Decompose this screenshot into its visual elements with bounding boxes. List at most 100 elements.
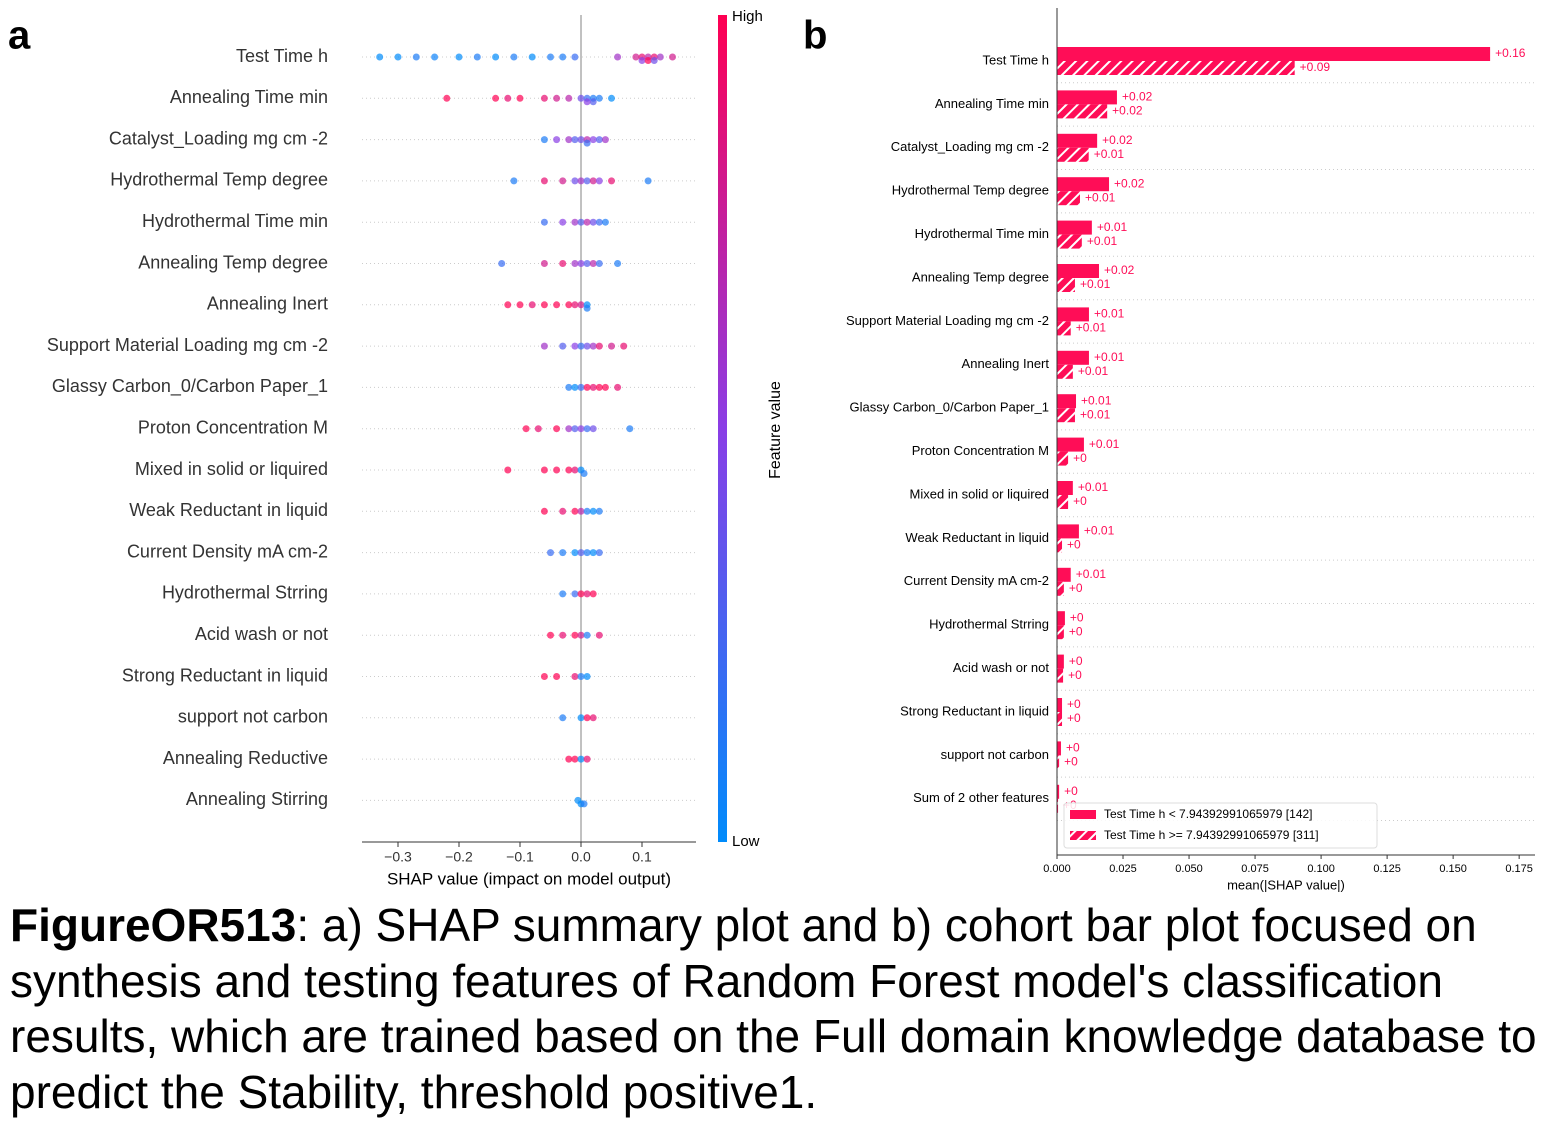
shap-point xyxy=(620,342,628,350)
shap-point xyxy=(540,260,548,267)
shap-point xyxy=(577,714,585,722)
shap-point xyxy=(571,673,579,680)
x-tick-label: 0.0 xyxy=(571,849,591,865)
shap-point xyxy=(650,57,658,64)
value-label: +0.01 xyxy=(1094,147,1125,161)
category-label: Hydrothermal Strring xyxy=(929,617,1049,632)
shap-point xyxy=(595,549,603,557)
shap-point xyxy=(583,590,591,598)
value-label: +0.01 xyxy=(1097,220,1128,234)
shap-point xyxy=(559,590,567,598)
value-label: +0 xyxy=(1064,784,1078,798)
shap-point xyxy=(565,301,573,309)
shap-point xyxy=(595,383,603,391)
bar xyxy=(1057,451,1069,466)
shap-point xyxy=(595,94,603,102)
shap-point xyxy=(589,136,597,144)
shap-point xyxy=(583,714,591,722)
shap-point xyxy=(540,177,548,185)
feature-label: support not carbon xyxy=(178,707,328,727)
shap-point xyxy=(577,755,585,763)
shap-point xyxy=(455,53,463,61)
value-label: +0.02 xyxy=(1104,263,1135,277)
x-tick-label: 0.150 xyxy=(1439,863,1467,875)
shap-point xyxy=(595,507,603,515)
shap-point xyxy=(443,94,451,102)
bar xyxy=(1057,654,1064,669)
feature-label: Strong Reductant in liquid xyxy=(122,665,328,685)
x-tick-label: 0.100 xyxy=(1307,863,1335,875)
shap-point xyxy=(583,755,591,763)
shap-point xyxy=(553,301,561,309)
shap-point xyxy=(583,507,591,515)
value-label: +0.01 xyxy=(1080,407,1111,421)
bar xyxy=(1057,264,1099,278)
shap-point xyxy=(528,301,536,309)
shap-point xyxy=(571,218,579,226)
value-label: +0.02 xyxy=(1112,104,1143,118)
shap-point xyxy=(559,53,567,61)
category-label: Current Density mA cm-2 xyxy=(904,573,1049,588)
value-label: +0 xyxy=(1069,654,1083,668)
shap-point xyxy=(608,94,616,102)
value-label: +0.01 xyxy=(1076,567,1107,581)
category-label: Hydrothermal Temp degree xyxy=(892,183,1049,198)
shap-point xyxy=(589,383,597,391)
shap-point xyxy=(669,53,677,61)
value-label: +0.01 xyxy=(1078,480,1109,494)
shap-point xyxy=(583,177,591,185)
shap-point xyxy=(565,383,573,391)
category-label: Weak Reductant in liquid xyxy=(905,530,1049,545)
value-label: +0 xyxy=(1067,697,1081,711)
value-label: +0.01 xyxy=(1085,190,1116,204)
shap-point xyxy=(516,301,524,309)
shap-point xyxy=(540,301,548,309)
caption-label: FigureOR513 xyxy=(10,899,297,951)
value-label: +0.01 xyxy=(1081,393,1112,407)
shap-point xyxy=(583,139,591,147)
category-label: Annealing Time min xyxy=(935,96,1049,111)
shap-point xyxy=(571,549,579,557)
shap-point xyxy=(608,177,616,185)
caption: FigureOR513: a) SHAP summary plot and b)… xyxy=(10,898,1544,1120)
shap-point xyxy=(559,342,567,350)
x-tick-label: 0.125 xyxy=(1373,863,1401,875)
legend-box xyxy=(1063,802,1378,849)
feature-label: Support Material Loading mg cm -2 xyxy=(47,335,328,355)
colorbar xyxy=(718,15,727,842)
shap-point xyxy=(577,94,585,102)
shap-point xyxy=(553,425,561,433)
shap-point xyxy=(577,590,585,598)
shap-point xyxy=(559,507,567,515)
bar xyxy=(1057,581,1064,596)
x-tick-label: −0.3 xyxy=(384,849,412,865)
panel-label: b xyxy=(803,14,827,58)
bar xyxy=(1057,307,1089,322)
shap-point xyxy=(540,466,548,474)
shap-point xyxy=(553,94,561,102)
shap-point xyxy=(565,136,573,144)
value-label: +0.01 xyxy=(1078,364,1109,378)
bar xyxy=(1057,698,1063,712)
shap-point xyxy=(559,218,567,226)
shap-point xyxy=(589,549,597,557)
shap-point xyxy=(553,673,561,680)
shap-point xyxy=(614,383,622,391)
shap-point xyxy=(571,590,579,598)
shap-point xyxy=(577,507,585,515)
bar xyxy=(1057,350,1089,365)
feature-label: Proton Concentration M xyxy=(138,417,328,437)
shap-point xyxy=(559,714,567,722)
shap-point xyxy=(492,94,500,102)
shap-point xyxy=(583,98,591,106)
bar xyxy=(1057,321,1071,336)
shap-point xyxy=(589,98,597,106)
shap-point xyxy=(614,53,622,61)
shap-point xyxy=(498,260,506,267)
legend-label: Test Time h >= 7.94392991065979 [311] xyxy=(1104,828,1319,842)
value-label: +0 xyxy=(1069,624,1083,638)
shap-point xyxy=(504,301,512,309)
feature-label: Hydrothermal Time min xyxy=(142,211,328,231)
shap-point xyxy=(571,507,579,515)
shap-point xyxy=(595,136,603,144)
